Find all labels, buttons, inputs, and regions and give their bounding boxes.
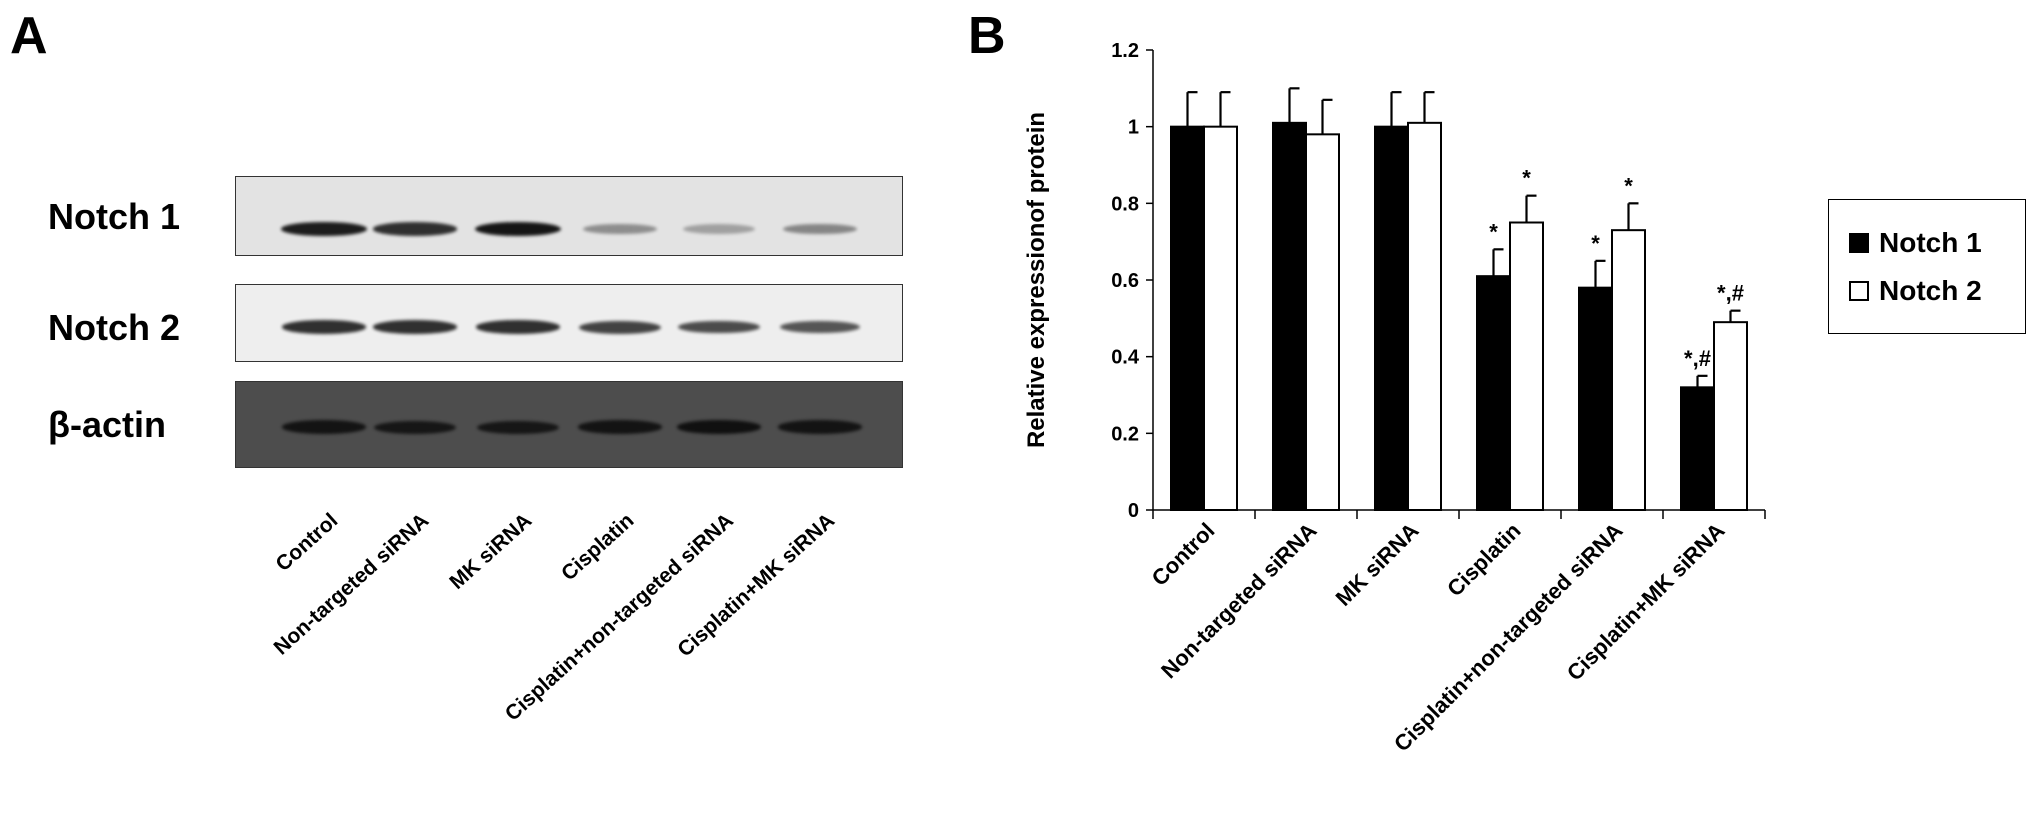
legend-swatch-notch1	[1849, 233, 1869, 253]
bar-notch1	[1680, 386, 1715, 512]
y-tick-label: 0	[1128, 500, 1139, 522]
bar-notch1	[1170, 125, 1205, 512]
blot-band	[782, 223, 858, 235]
blot-band	[778, 420, 862, 434]
blot-band	[373, 222, 457, 236]
significance-label: *	[1591, 231, 1600, 256]
bar-notch2	[1203, 125, 1238, 512]
legend-label-notch2: Notch 2	[1879, 275, 1982, 306]
chart-axes	[1146, 49, 1766, 519]
significance-label: *	[1624, 173, 1633, 198]
bar-notch1	[1272, 121, 1307, 511]
blot-band	[583, 223, 657, 235]
blot-strip-beta-actin	[235, 381, 903, 468]
bar-notch2	[1305, 133, 1340, 511]
y-tick-label: 1	[1128, 117, 1139, 139]
chart-legend: Notch 1 Notch 2	[1828, 199, 2026, 334]
x-tick-label: Cisplatin	[1442, 518, 1525, 601]
legend-item-notch1: Notch 1	[1849, 228, 1982, 258]
bar-notch2	[1509, 221, 1544, 511]
blot-label-notch1: Notch 1	[48, 196, 181, 237]
significance-label: *	[1489, 219, 1498, 244]
panel-b-label: B	[968, 7, 1006, 65]
y-tick-label: 0.8	[1111, 193, 1139, 215]
bar-notch2	[1407, 121, 1442, 511]
bar-notch2	[1611, 229, 1646, 512]
legend-swatch-notch2	[1849, 281, 1869, 301]
blot-band	[578, 420, 662, 434]
x-tick-label: Control	[1147, 518, 1220, 591]
blot-band	[281, 222, 367, 236]
y-axis-label: Relative expressionof protein	[1023, 112, 1050, 448]
bar-notch1	[1374, 125, 1409, 512]
blot-band	[578, 320, 662, 334]
blot-band	[475, 320, 561, 334]
legend-label-notch1: Notch 1	[1879, 227, 1982, 258]
blot-band	[683, 224, 755, 234]
y-tick-label: 0.4	[1111, 347, 1140, 369]
y-tick-label: 0.2	[1111, 423, 1139, 445]
blot-band	[678, 320, 760, 334]
significance-label: *,#	[1717, 281, 1744, 306]
blot-strip-notch2	[235, 284, 903, 362]
panel-a-label: A	[10, 7, 48, 65]
blot-band	[779, 320, 861, 334]
blot-band	[373, 420, 457, 434]
blot-band	[476, 420, 560, 434]
blot-band	[281, 320, 367, 334]
significance-label: *,#	[1684, 346, 1711, 371]
blot-band	[475, 222, 561, 236]
blot-band	[676, 420, 762, 434]
significance-label: *	[1522, 166, 1531, 191]
chart-bars	[1170, 87, 1748, 512]
blot-band	[282, 420, 366, 434]
blot-label-notch2: Notch 2	[48, 307, 181, 348]
legend-item-notch2: Notch 2	[1849, 276, 1982, 306]
x-tick-label: MK siRNA	[1331, 518, 1424, 611]
blot-band	[372, 320, 458, 334]
y-tick-label: 0.6	[1111, 270, 1139, 292]
blot-strip-notch1	[235, 176, 903, 256]
bar-notch2	[1713, 321, 1748, 511]
y-tick-label: 1.2	[1111, 40, 1139, 62]
bar-notch1	[1476, 275, 1511, 511]
bar-notch1	[1578, 286, 1613, 511]
blot-label-beta-actin: β-actin	[48, 404, 166, 445]
